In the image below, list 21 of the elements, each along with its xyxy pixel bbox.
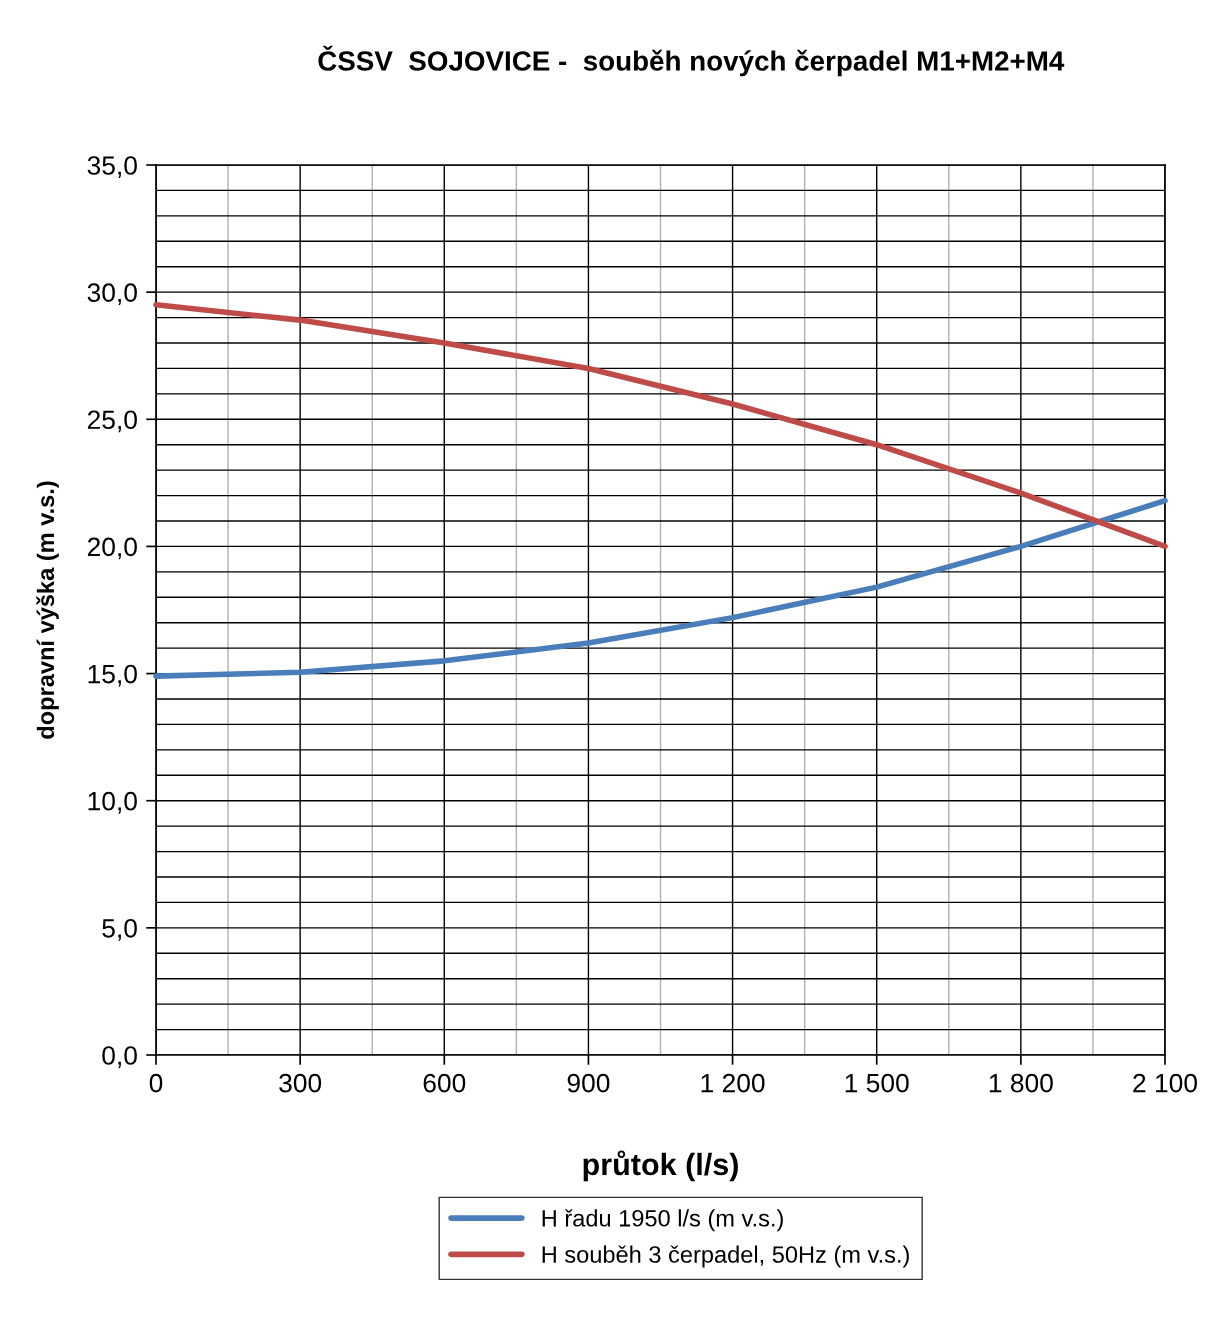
y-tick-label: 15,0 (88, 664, 137, 687)
chart-title: ČSSV SOJOVICE - souběh nových čerpadel M1+M2+M4 (318, 45, 1065, 77)
x-tick-label: 1 800 (989, 1073, 1053, 1093)
y-tick-label: 10,0 (88, 791, 137, 814)
y-tick-label: 20,0 (87, 537, 137, 560)
x-tick-label: 900 (567, 1073, 610, 1093)
x-tick-label: 0 (149, 1073, 163, 1093)
y-tick-label: 25,0 (87, 410, 137, 433)
y-tick-label: 35,0 (87, 156, 137, 178)
y-tick-label: 30,0 (87, 283, 137, 306)
y-tick-label: 5,0 (102, 918, 137, 941)
x-tick-label: 2 100 (1133, 1073, 1197, 1093)
y-axis-title: dopravní výška (m v.s.) (36, 481, 59, 739)
y-tick-label: 0,0 (102, 1046, 137, 1068)
x-tick-label: 600 (423, 1073, 466, 1093)
x-axis-title: průtok (l/s) (583, 1150, 738, 1182)
legend-label: H souběh 3 čerpadel, 50Hz (m v.s.) (542, 1245, 909, 1268)
x-tick-label: 300 (279, 1073, 322, 1093)
legend-label: H řadu 1950 l/s (m v.s.) (542, 1209, 783, 1232)
x-tick-label: 1 200 (701, 1073, 765, 1093)
x-tick-label: 1 500 (845, 1073, 909, 1093)
